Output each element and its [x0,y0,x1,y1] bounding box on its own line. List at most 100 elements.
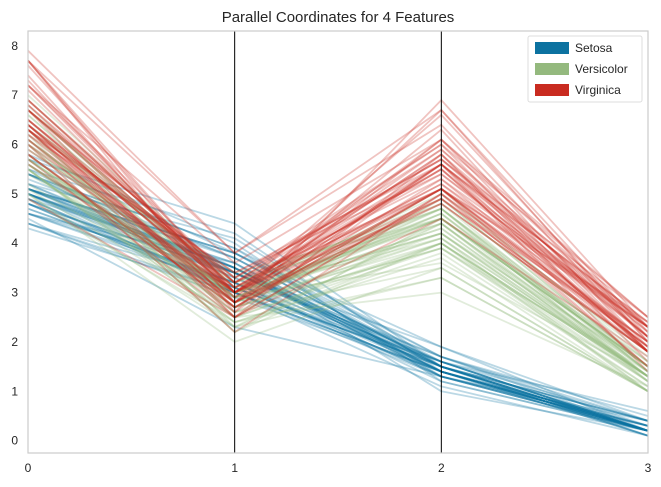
series-line [27,222,649,432]
series-line [27,188,649,432]
series-line [27,109,649,373]
series-line [27,84,649,363]
series-line [27,158,649,378]
series-line [27,202,649,427]
series-line [27,124,649,368]
legend: Setosa Versicolor Virginica [527,35,643,103]
series-line [27,168,649,383]
series-line [27,188,649,427]
series-line [27,60,649,328]
series-line [27,109,649,323]
series-line [27,84,649,353]
series-line [27,153,649,348]
series-line [27,133,649,378]
series-line [27,143,649,393]
series-line [27,158,649,343]
series-line [27,163,649,368]
plot-frame [27,30,649,454]
series-line [27,163,649,378]
series-line [27,198,649,393]
series-line [27,129,649,348]
series-line [27,138,649,373]
series-line [27,79,649,353]
series-line [27,99,649,368]
series-versicolor [27,94,649,393]
series-line [27,183,649,432]
series-line [27,129,649,353]
series-line [27,153,649,432]
legend-swatch [535,84,569,96]
series-line [27,197,649,437]
series-line [27,217,649,427]
series-line [27,193,649,432]
series-line [27,188,649,422]
series-line [27,119,649,343]
series-line [27,128,649,318]
series-line [27,158,649,383]
series-line [27,129,649,368]
series-lines [27,50,649,437]
series-line [27,168,649,378]
series-line [27,188,649,432]
series-line [27,119,649,343]
series-line [27,163,649,378]
legend-label: Versicolor [575,62,628,76]
series-line [27,60,649,328]
series-line [27,104,649,338]
series-line [27,109,649,353]
legend-swatch [535,42,569,54]
series-line [27,89,649,338]
series-line [27,212,649,427]
series-line [27,143,649,368]
y-tick-label: 1 [11,384,18,398]
series-line [27,227,649,437]
series-line [27,124,649,353]
series-line [27,198,649,358]
x-tick-label: 1 [231,461,238,475]
series-line [27,212,649,432]
series-line [27,188,649,422]
legend-label: Setosa [575,41,613,55]
series-line [27,143,649,363]
series-line [27,173,649,368]
y-tick-label: 7 [11,88,18,102]
series-line [27,153,649,383]
series-line [27,193,649,432]
series-line [27,128,649,323]
series-line [27,173,649,422]
series-line [27,173,649,422]
y-tick-labels: 0 1 2 3 4 5 6 7 8 [11,39,18,448]
series-line [27,153,649,393]
series-line [27,133,649,368]
series-line [27,183,649,373]
y-tick-label: 8 [11,39,18,53]
series-line [27,193,649,422]
series-line [27,109,649,319]
series-line [27,84,649,318]
y-tick-label: 5 [11,187,18,201]
legend-label: Virginica [575,83,621,97]
series-line [27,193,649,393]
series-line [27,207,649,432]
series-line [27,202,649,437]
series-line [27,168,649,388]
series-line [27,60,649,343]
series-line [27,158,649,378]
series-line [27,158,649,427]
series-line [27,138,649,378]
series-line [27,193,649,432]
series-line [27,99,649,328]
y-tick-label: 0 [11,434,18,448]
series-line [27,197,649,437]
series-setosa [27,153,649,437]
y-tick-label: 6 [11,138,18,152]
series-line [27,50,649,343]
series-line [27,168,649,432]
series-line [27,138,649,373]
series-line [27,188,649,427]
series-line [27,153,649,348]
series-line [27,109,649,338]
series-line [27,168,649,393]
chart-title: Parallel Coordinates for 4 Features [222,9,455,26]
